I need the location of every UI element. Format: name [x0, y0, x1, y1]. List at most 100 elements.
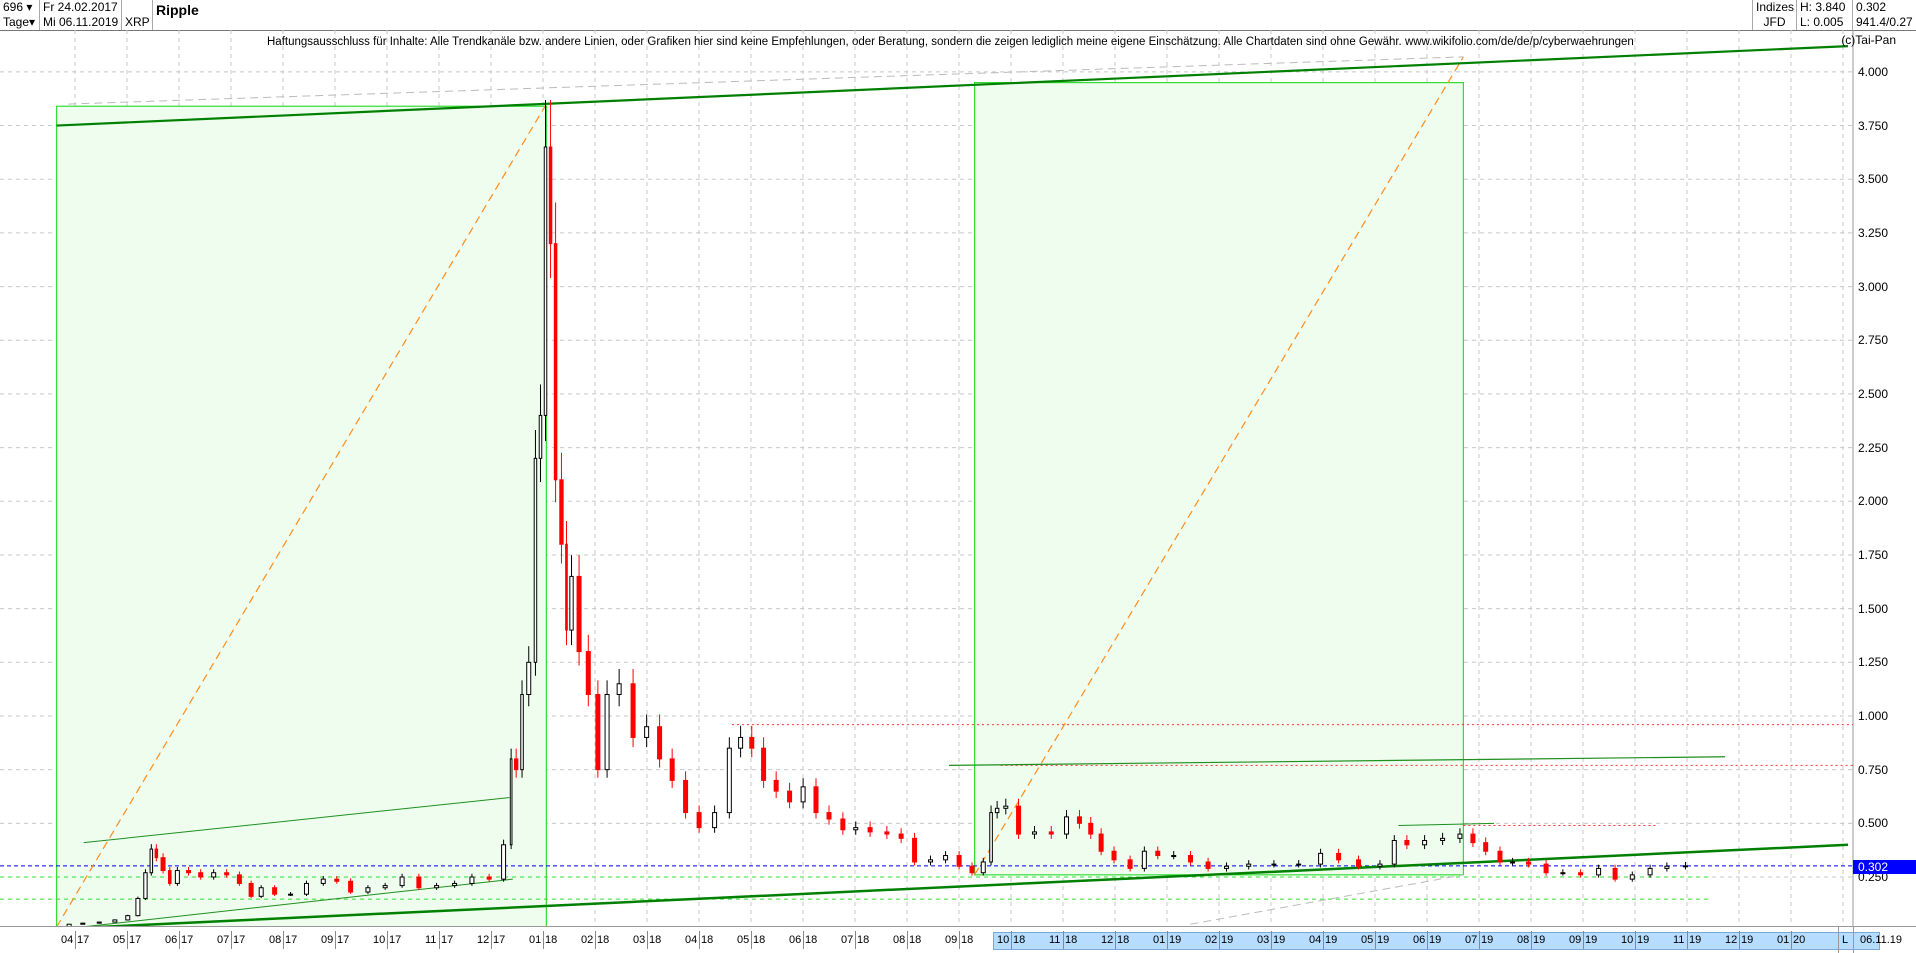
candle [66, 923, 72, 926]
candle [248, 882, 254, 897]
candle [1336, 852, 1342, 861]
candle [1246, 863, 1252, 867]
candle [452, 882, 458, 887]
x-tick-month: 08 [1517, 934, 1530, 946]
y-tick-label: 3.500 [1858, 172, 1889, 187]
x-tick-month: 02 [581, 934, 594, 946]
candle [683, 779, 689, 814]
x-tick-month: 12 [1725, 934, 1738, 946]
x-tick-month: 11 [1673, 934, 1685, 946]
candle [1356, 859, 1362, 867]
chevron-down-icon: ▾ [26, 0, 33, 14]
candle [884, 831, 890, 835]
broker: JFD [1753, 15, 1797, 30]
candle [980, 861, 986, 874]
x-tick-year: 18 [701, 934, 714, 946]
x-tick-year: 19 [1585, 934, 1598, 946]
candle [272, 887, 278, 895]
x-tick-year: 18 [961, 934, 974, 946]
candle [143, 872, 148, 899]
candle [726, 747, 732, 814]
price-chart[interactable] [0, 30, 1916, 926]
candle [604, 694, 610, 771]
x-tick-month: 07 [841, 934, 854, 946]
candle [867, 827, 873, 833]
candle [553, 243, 558, 481]
candle [1612, 867, 1618, 880]
y-tick-label: 3.000 [1858, 279, 1889, 294]
group: Indizes [1753, 0, 1797, 15]
bar-count: 696 [3, 0, 24, 14]
candle [548, 146, 553, 245]
candle [559, 479, 564, 545]
scale-mode-button[interactable]: L [1842, 934, 1849, 946]
scroll-thumb[interactable] [993, 932, 1880, 950]
candle [149, 848, 154, 874]
candle [969, 865, 975, 874]
candle [1543, 863, 1549, 874]
y-tick-label: 2.250 [1858, 440, 1889, 455]
x-tick-year: 19 [1689, 934, 1702, 946]
x-tick-month: 11 [425, 934, 437, 946]
candle [520, 694, 524, 771]
candle [1457, 833, 1463, 839]
x-tick-month: 09 [321, 934, 334, 946]
candle [1016, 805, 1022, 835]
candle [1422, 840, 1428, 846]
y-tick-label: 1.500 [1858, 601, 1889, 616]
x-tick-year: 18 [649, 934, 662, 946]
candle [813, 786, 819, 814]
candle [749, 736, 755, 749]
y-tick-label: 2.750 [1858, 333, 1889, 348]
candle [533, 457, 538, 663]
candle [1224, 865, 1230, 869]
candle [800, 786, 806, 803]
projection-box-2 [973, 82, 1464, 876]
trend-line-thin [1398, 822, 1495, 826]
disclaimer: Haftungsausschluss für Inhalte: Alle Tre… [267, 36, 1634, 48]
copyright: (c)Tai-Pan [1841, 33, 1896, 47]
candle [1205, 861, 1211, 869]
x-tick-year: 18 [1013, 934, 1026, 946]
candle [1111, 850, 1117, 861]
candle [1391, 840, 1397, 865]
guide-line [68, 56, 1464, 105]
candle [840, 818, 846, 831]
candle [80, 922, 86, 925]
candle [365, 887, 371, 893]
projection-diagonal [974, 56, 1464, 876]
period-select[interactable]: Tage▾ [0, 15, 40, 30]
candle [669, 758, 675, 781]
candle [288, 893, 294, 896]
candle [576, 575, 582, 653]
candle [1048, 831, 1054, 835]
date-to: Mi 06.11.2019 [40, 15, 122, 30]
current-price-label: 0.302 [1853, 860, 1916, 874]
candle [1318, 852, 1324, 865]
candle [509, 758, 513, 846]
x-tick-year: 17 [233, 934, 246, 946]
trend-channel-upper [56, 45, 1849, 127]
symbol: XRP [125, 15, 150, 29]
x-tick-month: 12 [1101, 934, 1114, 946]
candle [434, 885, 440, 889]
candle [1440, 837, 1446, 842]
candle [1076, 816, 1082, 824]
candle [569, 575, 574, 631]
candle [469, 876, 475, 884]
x-tick-month: 08 [893, 934, 906, 946]
candle [320, 878, 326, 884]
bar-count-select[interactable]: 696 ▾ [0, 0, 40, 15]
candle [125, 915, 131, 921]
candle [738, 736, 744, 749]
candle [826, 812, 832, 820]
x-tick-year: 17 [77, 934, 90, 946]
candle [399, 876, 405, 887]
candle [1171, 855, 1177, 858]
candle [543, 146, 548, 416]
candle [912, 837, 918, 863]
candle [96, 921, 102, 924]
candle [486, 876, 492, 880]
candle [1155, 850, 1161, 857]
candle [186, 870, 192, 874]
